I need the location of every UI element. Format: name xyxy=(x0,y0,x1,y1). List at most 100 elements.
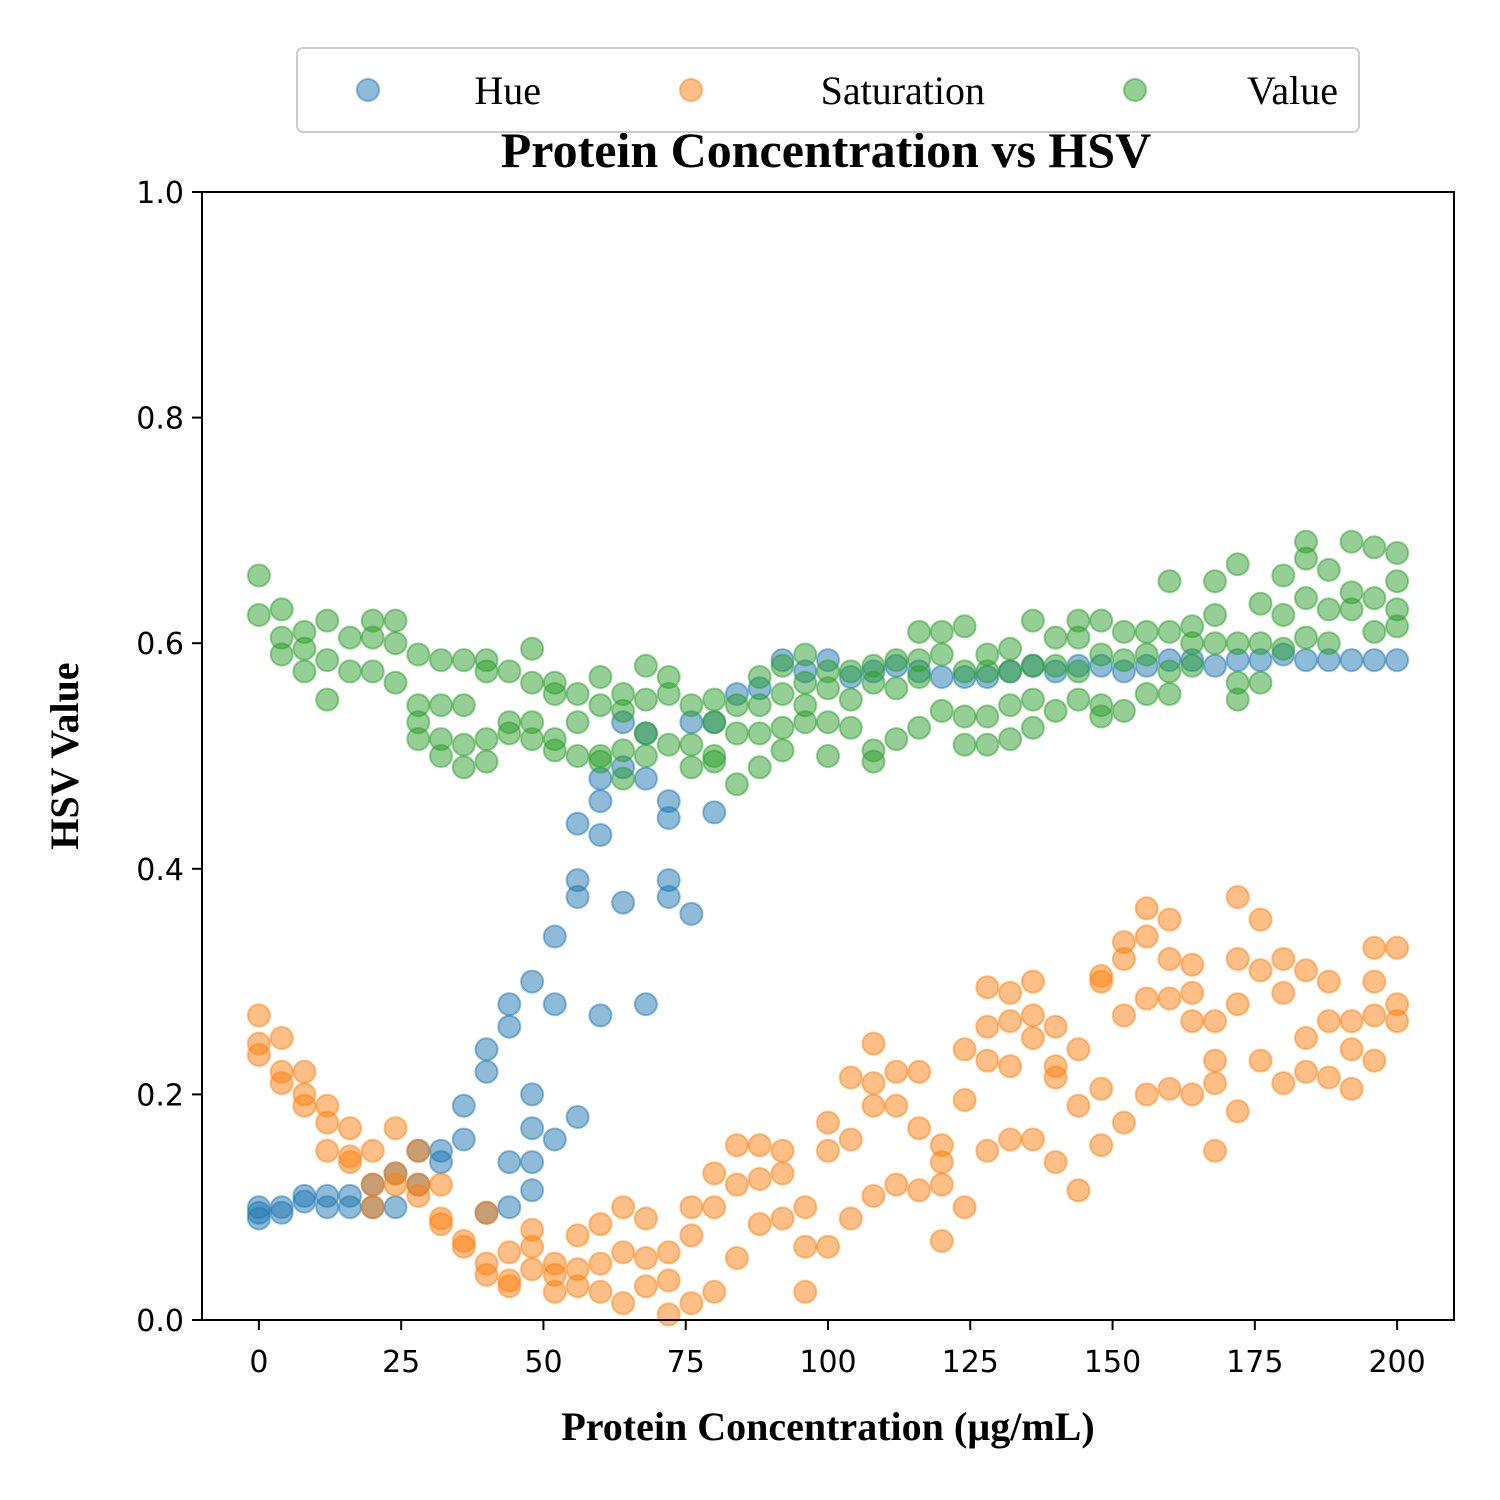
data-point xyxy=(1134,896,1159,921)
series-value xyxy=(246,529,1410,797)
data-point xyxy=(383,1195,408,1220)
y-tick-label: 0.0 xyxy=(136,1304,184,1339)
data-point xyxy=(315,1138,340,1163)
data-point xyxy=(588,789,613,814)
data-point xyxy=(1203,1071,1227,1096)
data-point xyxy=(451,755,476,780)
data-point xyxy=(565,811,590,836)
data-point xyxy=(1134,619,1159,644)
data-point xyxy=(1157,682,1182,706)
data-point xyxy=(611,698,636,723)
data-point xyxy=(1157,947,1182,971)
data-point xyxy=(588,749,613,774)
data-point xyxy=(952,614,977,639)
x-tick-label: 150 xyxy=(1084,1345,1141,1380)
data-point xyxy=(565,710,590,735)
data-point xyxy=(1362,586,1387,611)
data-point xyxy=(497,1150,522,1175)
data-point xyxy=(315,608,340,633)
data-point xyxy=(1157,569,1182,594)
y-tick-label: 0.8 xyxy=(136,402,184,437)
data-point xyxy=(861,1071,886,1096)
data-point xyxy=(269,1071,294,1096)
data-point xyxy=(1134,642,1159,667)
data-point xyxy=(884,648,909,673)
data-point xyxy=(360,1172,385,1197)
data-point xyxy=(907,1116,932,1141)
data-point xyxy=(383,631,408,656)
data-point xyxy=(770,715,795,740)
data-point xyxy=(838,659,863,684)
data-point xyxy=(1180,1082,1205,1107)
data-point xyxy=(1362,1003,1387,1028)
data-point xyxy=(474,1200,499,1225)
data-point xyxy=(747,721,772,746)
data-point xyxy=(884,676,909,701)
points-layer xyxy=(246,529,1410,1327)
data-point xyxy=(1203,631,1227,656)
data-point xyxy=(929,1172,954,1197)
data-point xyxy=(1339,529,1364,554)
data-point xyxy=(747,1167,772,1191)
data-point xyxy=(497,1274,522,1299)
data-point xyxy=(1362,648,1387,673)
data-point xyxy=(1043,625,1068,650)
data-point xyxy=(975,1138,1000,1163)
data-point xyxy=(656,1240,681,1265)
data-point xyxy=(246,603,271,627)
data-point xyxy=(702,1195,727,1220)
data-point xyxy=(816,1234,840,1259)
data-point xyxy=(656,806,681,830)
data-point xyxy=(1020,969,1045,994)
data-point xyxy=(975,1048,1000,1073)
data-point xyxy=(451,1127,476,1152)
data-point xyxy=(429,744,453,768)
data-point xyxy=(1020,1003,1045,1028)
data-point xyxy=(907,1178,932,1203)
data-point xyxy=(656,682,681,706)
data-point xyxy=(724,1133,749,1158)
data-point xyxy=(816,744,840,768)
data-point xyxy=(861,749,886,774)
data-point xyxy=(770,682,795,706)
data-point xyxy=(1294,1026,1318,1050)
data-point xyxy=(1111,947,1136,971)
data-point xyxy=(679,1223,704,1248)
data-point xyxy=(702,749,727,774)
data-point xyxy=(520,636,545,661)
data-point xyxy=(975,1014,1000,1039)
data-point xyxy=(679,901,704,926)
data-point xyxy=(702,1161,727,1186)
data-point xyxy=(633,721,658,746)
data-point xyxy=(952,659,977,684)
data-point xyxy=(292,659,317,684)
data-point xyxy=(451,732,476,757)
data-point xyxy=(861,1183,886,1208)
data-point xyxy=(952,1037,977,1062)
data-point xyxy=(588,1212,613,1237)
data-point xyxy=(315,687,340,712)
x-tick-label: 200 xyxy=(1368,1345,1425,1380)
data-point xyxy=(1203,603,1227,627)
data-point xyxy=(1157,907,1182,932)
data-point xyxy=(1043,1014,1068,1039)
data-point xyxy=(1089,1076,1114,1101)
data-point xyxy=(338,1116,362,1141)
data-point xyxy=(1043,1065,1068,1090)
data-point xyxy=(497,992,522,1017)
legend-label: Hue xyxy=(474,68,541,113)
data-point xyxy=(1294,586,1318,611)
data-point xyxy=(998,727,1023,752)
data-point xyxy=(770,1206,795,1231)
data-point xyxy=(429,1172,453,1197)
data-point xyxy=(1157,986,1182,1011)
data-point xyxy=(520,1150,545,1175)
data-point xyxy=(1271,603,1296,627)
data-point xyxy=(451,648,476,673)
data-point xyxy=(633,687,658,712)
data-point xyxy=(520,670,545,695)
data-point xyxy=(884,1093,909,1118)
legend-label: Value xyxy=(1247,68,1338,113)
data-point xyxy=(497,1240,522,1265)
data-point xyxy=(1134,682,1159,706)
